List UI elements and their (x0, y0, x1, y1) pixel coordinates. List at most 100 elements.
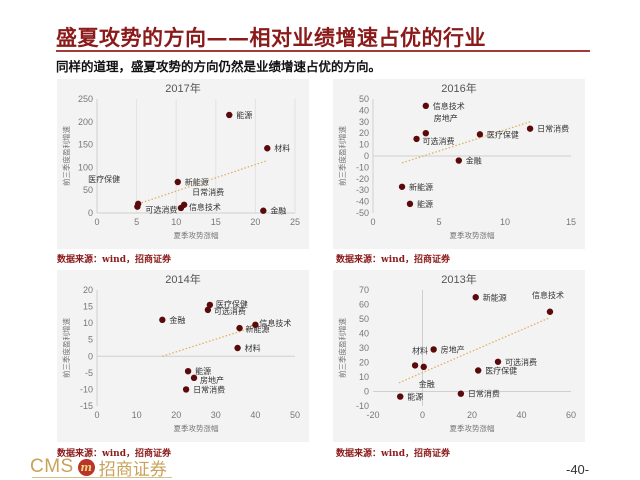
point-label: 新能源 (185, 177, 209, 187)
y-tick-label: -30 (356, 185, 369, 195)
x-axis-label: 夏季攻势涨幅 (174, 230, 219, 240)
y-tick-label: 0 (364, 151, 369, 161)
y-tick-label: -50 (356, 208, 369, 218)
y-tick-label: 50 (83, 185, 93, 195)
x-tick-label: 40 (250, 410, 260, 420)
title-divider (56, 50, 590, 52)
point-label: 日常消费 (537, 124, 569, 134)
x-tick-label: 5 (436, 217, 441, 227)
y-tick-label: 0 (88, 351, 93, 361)
y-tick-label: 250 (78, 94, 93, 104)
page-subtitle: 同样的道理，盛夏攻势的方向仍然是业绩增速占优的方向。 (56, 59, 382, 74)
point-label: 能源 (236, 110, 252, 120)
point-label: 金融 (270, 206, 286, 216)
point-label: 日常消费 (192, 187, 224, 197)
point-label: 金融 (466, 156, 482, 166)
point-label: 信息技术 (532, 290, 564, 300)
point-label: 新能源 (246, 324, 270, 334)
x-tick-label: 10 (500, 217, 510, 227)
y-axis-label: 前三季度盈利增速 (337, 318, 347, 378)
point-label: 医疗保健 (216, 299, 248, 309)
y-tick-label: 10 (83, 318, 93, 328)
y-tick-label: 20 (83, 285, 93, 295)
x-tick-label: 10 (171, 217, 181, 227)
x-tick-label: 0 (94, 410, 99, 420)
point-label: 可选消费 (145, 205, 177, 215)
data-point (206, 301, 214, 309)
point-label: 材料 (412, 345, 428, 355)
data-point (413, 135, 420, 143)
y-tick-label: 0 (88, 208, 93, 218)
point-label: 信息技术 (189, 202, 221, 212)
y-tick-label: -40 (356, 197, 369, 207)
chart-title: 2013年 (441, 272, 476, 286)
point-label: 材料 (245, 343, 261, 353)
data-point (406, 200, 414, 208)
x-tick-label: 20 (250, 217, 260, 227)
y-tick-label: -20 (356, 174, 369, 184)
data-point (226, 111, 233, 119)
point-label: 可选消费 (423, 136, 455, 146)
y-tick-label: 50 (359, 94, 369, 104)
data-point (422, 130, 429, 137)
y-tick-label: 0 (364, 387, 369, 397)
source-note-2017: 数据来源：wind，招商证券 (57, 255, 172, 265)
page-number: -40- (566, 462, 590, 477)
point-label: 房地产 (200, 375, 224, 385)
y-tick-label: 30 (359, 343, 369, 353)
data-point (546, 308, 554, 315)
data-point (476, 131, 484, 138)
y-tick-label: 100 (78, 162, 93, 172)
x-tick-label: 15 (211, 217, 221, 227)
chart-2017: 2017年 0 50 100 150 200 250 0 5 10 15 20 25 夏季攻势涨幅 前三季度… (57, 79, 309, 249)
chart-2014-svg: 2014年 -15 -10 -5 0 5 10 15 20 0 10 20 30 40 50 夏季攻势涨幅 前三… (61, 272, 300, 433)
trendline (401, 121, 531, 164)
data-point (182, 386, 190, 393)
logo-chinese-name: 招商证券 (98, 459, 167, 480)
x-tick-label: 0 (420, 410, 425, 420)
y-tick-label: 30 (359, 117, 369, 127)
data-point (526, 125, 534, 132)
y-axis-label: 前三季度盈利增速 (61, 318, 71, 378)
point-label: 新能源 (483, 292, 507, 302)
x-tick-label: 0 (370, 217, 375, 227)
source-note-2016: 数据来源：wind，招商证券 (336, 255, 451, 265)
y-tick-label: 10 (359, 372, 369, 382)
chart-title: 2014年 (165, 272, 200, 286)
point-label: 可选消费 (214, 306, 246, 316)
y-axis-label: 前三季度盈利增速 (337, 126, 347, 186)
data-point (457, 390, 465, 397)
y-tick-label: -5 (85, 368, 93, 378)
y-tick-label: 40 (359, 105, 369, 115)
point-label: 能源 (417, 199, 433, 209)
x-tick-label: 25 (290, 217, 300, 227)
x-axis-label: 夏季攻势涨幅 (450, 230, 495, 240)
point-label: 信息技术 (259, 318, 291, 328)
data-point (430, 346, 437, 353)
point-label: 房地产 (434, 113, 458, 123)
y-tick-label: 5 (88, 335, 93, 345)
point-label: 能源 (407, 392, 423, 402)
y-tick-label: 40 (359, 329, 369, 339)
y-tick-label: 20 (359, 358, 369, 368)
data-point (134, 203, 141, 210)
y-tick-label: 10 (359, 140, 369, 150)
data-point (494, 358, 502, 365)
x-tick-label: 30 (211, 410, 221, 420)
y-tick-label: -10 (356, 162, 369, 172)
logo-underline (32, 477, 172, 478)
trendline (137, 159, 268, 205)
x-tick-label: 40 (516, 410, 526, 420)
point-label: 医疗保健 (88, 174, 120, 184)
chart-2013-svg: 2013年 -10 0 10 20 30 40 50 60 70 -20 0 20 40 60 夏季攻势涨幅 前… (337, 272, 576, 433)
data-point (411, 362, 419, 369)
y-tick-label: 15 (83, 302, 93, 312)
point-label: 房地产 (441, 344, 465, 354)
point-label: 日常消费 (468, 389, 500, 399)
x-tick-label: 15 (566, 217, 576, 227)
data-point (190, 374, 198, 382)
data-point (177, 204, 185, 212)
data-point (422, 102, 429, 110)
trendline (162, 325, 256, 357)
